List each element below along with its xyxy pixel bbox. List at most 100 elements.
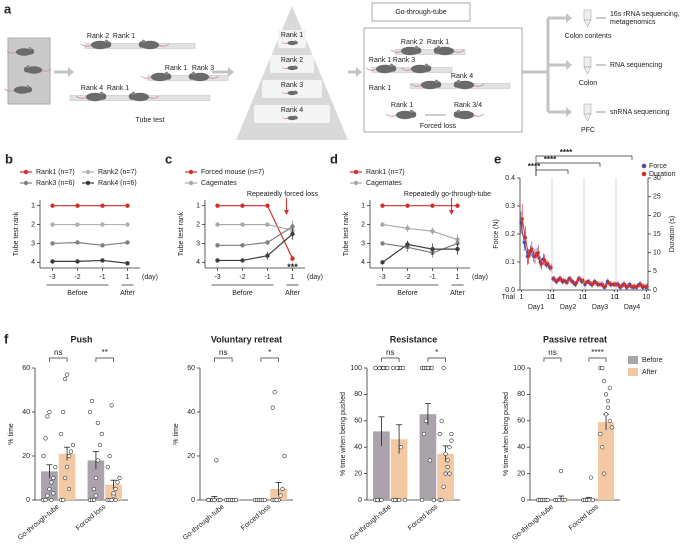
mouse-ear [456,79,461,83]
mouse-body [401,46,419,56]
panel-letter: a [4,1,12,16]
legend-marker [23,169,29,175]
panel-letter: b [5,151,13,166]
data-point [431,497,436,503]
legend-marker [85,169,91,175]
x-unit: (day) [307,274,323,281]
series-line [553,278,584,284]
data-point [290,231,295,237]
data-point [66,486,72,492]
mouse-head [104,41,112,48]
chart-title: Voluntary retreat [211,334,282,344]
significance-bracket [543,357,562,362]
data-point [97,442,102,448]
y-tick-label: 4 [196,259,200,266]
legend-label: Rank1 (n=7) [366,169,405,176]
data-point [282,453,287,459]
data-point [609,425,614,430]
data-point [43,497,48,503]
data-point [622,282,627,287]
x-tick-label: Go-through-tube [511,504,555,542]
data-point [274,497,279,503]
legend-label: After [642,369,657,376]
data-point [565,280,569,285]
significance-label: ** [102,348,108,357]
chart-title: Passive retreat [543,334,607,344]
rank-label: Rank 4 [281,107,303,114]
data-point [373,365,378,371]
significance-bracket [214,357,233,362]
data-point [125,240,130,245]
data-point [602,379,607,384]
data-point [552,277,556,281]
significance-label: * [268,348,271,357]
mouse-head [294,91,298,95]
data-point [265,240,270,245]
y2-tick-label: 5 [653,268,657,275]
data-point [61,497,66,503]
mouse-ear [434,79,439,83]
data-point [455,203,460,208]
data-point [616,282,620,287]
mouse-body [287,65,297,71]
mouse-ear [99,91,104,95]
data-point [265,203,270,208]
data-point [265,253,270,258]
x-tick-label: 10 [611,294,619,301]
mouse-head [453,111,461,118]
mouse-body [436,46,454,56]
data-point [391,365,396,371]
mouse-ear [424,63,429,67]
data-point [632,284,636,288]
series-line [382,243,458,263]
x-tick-label: Go-through-tube [17,504,61,542]
data-point [558,468,564,474]
data-point [64,372,70,377]
panel-letter: d [330,151,338,166]
data-point [449,438,454,443]
panel-letter: f [4,331,9,346]
sample-tube [583,9,592,21]
data-point [51,475,56,481]
sample-tip [583,113,592,122]
sample-tip [583,66,592,75]
legend-marker [23,180,29,186]
mouse-tail [365,67,378,71]
significance-label: **** [591,348,603,357]
legend-label: Duration [649,171,676,178]
y-tick-label: 0 [358,497,362,504]
series-line [52,259,128,264]
x-tick-label: -3 [214,274,220,281]
significance-label: ns [219,348,227,357]
mouse-head [164,73,172,80]
mouse-body [456,110,474,120]
data-point [449,431,454,437]
data-point [430,246,435,252]
significance-label: ns [386,348,394,357]
data-point [380,241,385,246]
data-point [557,497,562,503]
data-point [379,497,384,503]
data-point [91,486,97,492]
data-point [530,247,534,251]
y2-tick-label: 30 [653,175,661,182]
significance-label: **** [528,162,541,171]
bar [390,439,408,500]
mouse-ear [294,115,297,117]
y-tick-label: 60 [517,418,525,425]
rank-label: Rank 4 [451,73,473,80]
panel-letter: e [494,151,501,166]
mouse-tail [400,67,413,71]
mouse-tail [282,42,289,45]
data-point [445,464,450,470]
y-tick-label: 0.4 [505,175,515,182]
mouse-body [376,64,394,74]
mouse-ear [26,85,30,89]
mouse-ear [191,71,196,75]
x-tick-label: 1 [552,294,556,301]
y-tick-label: 20 [354,470,362,477]
data-point [107,453,112,459]
data-point [584,280,588,285]
data-point [75,222,80,227]
y-tick-label: 3 [361,240,365,247]
